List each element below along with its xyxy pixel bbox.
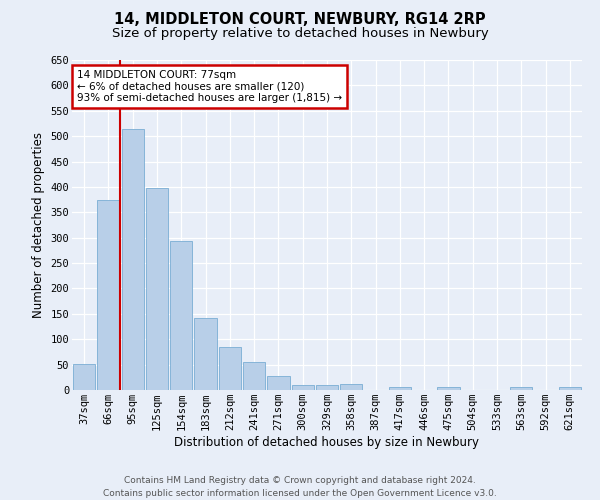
- Bar: [218, 348, 241, 390]
- Text: 14, MIDDLETON COURT, NEWBURY, RG14 2RP: 14, MIDDLETON COURT, NEWBURY, RG14 2RP: [114, 12, 486, 28]
- Bar: [146, 188, 168, 390]
- Bar: [340, 384, 362, 390]
- Bar: [122, 128, 144, 390]
- Bar: [316, 385, 338, 390]
- Bar: [267, 376, 290, 390]
- Bar: [292, 385, 314, 390]
- Bar: [97, 200, 119, 390]
- Y-axis label: Number of detached properties: Number of detached properties: [32, 132, 45, 318]
- X-axis label: Distribution of detached houses by size in Newbury: Distribution of detached houses by size …: [175, 436, 479, 449]
- Text: Size of property relative to detached houses in Newbury: Size of property relative to detached ho…: [112, 28, 488, 40]
- Bar: [243, 362, 265, 390]
- Text: Contains HM Land Registry data © Crown copyright and database right 2024.
Contai: Contains HM Land Registry data © Crown c…: [103, 476, 497, 498]
- Bar: [170, 240, 193, 390]
- Bar: [437, 388, 460, 390]
- Bar: [559, 388, 581, 390]
- Text: 14 MIDDLETON COURT: 77sqm
← 6% of detached houses are smaller (120)
93% of semi-: 14 MIDDLETON COURT: 77sqm ← 6% of detach…: [77, 70, 342, 103]
- Bar: [510, 388, 532, 390]
- Bar: [389, 388, 411, 390]
- Bar: [194, 318, 217, 390]
- Bar: [73, 364, 95, 390]
